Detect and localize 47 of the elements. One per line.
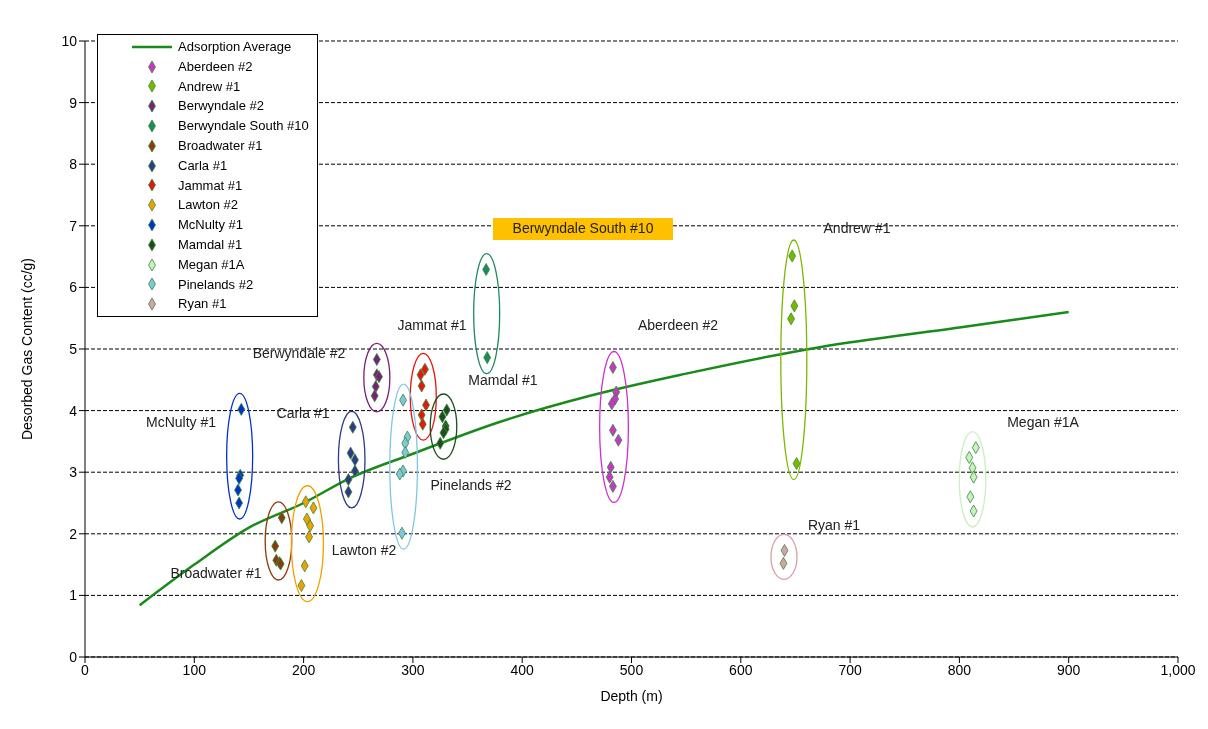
legend-label: Berwyndale #2 (178, 97, 264, 116)
annotation: Aberdeen #2 (637, 316, 719, 333)
x-tick-label: 300 (401, 661, 425, 678)
x-tick-label: 0 (81, 661, 90, 678)
y-axis-title: Desorbed Gas Content (cc/g) (18, 257, 35, 441)
y-tick-label: 3 (69, 464, 78, 481)
y-tick-label: 2 (69, 525, 78, 542)
legend-label: Andrew #1 (178, 77, 241, 96)
y-tick-label: 7 (69, 217, 78, 234)
y-tick-label: 1 (69, 587, 78, 604)
legend-label: Broadwater #1 (178, 137, 263, 155)
annotation: Ryan #1 (807, 516, 861, 533)
y-tick-label: 8 (69, 156, 78, 173)
legend-label: Pinelands #2 (178, 275, 254, 294)
legend-label: McNulty #1 (178, 216, 244, 235)
y-tick-label: 0 (69, 648, 78, 665)
annotation: McNulty #1 (145, 413, 217, 430)
legend-label: Ryan #1 (178, 295, 227, 314)
legend-label: Carla #1 (178, 156, 228, 175)
annotation: Jammat #1 (397, 316, 467, 333)
y-tick-label: 10 (61, 32, 78, 49)
x-axis-title: Depth (m) (600, 688, 663, 704)
x-tick-label: 800 (947, 661, 972, 678)
x-tick-label: 100 (182, 661, 207, 678)
x-tick-label: 400 (510, 661, 535, 678)
legend-label: Megan #1A (178, 255, 245, 274)
legend-label: Aberdeen #2 (178, 57, 253, 76)
y-tick-label: 5 (69, 340, 78, 357)
annotation: Mamdal #1 (468, 371, 538, 388)
y-tick-label: 9 (69, 94, 78, 111)
x-tick-label: 500 (619, 661, 644, 678)
x-tick-label: 200 (291, 661, 316, 678)
annotation: Berwyndale South #10 (512, 219, 654, 236)
x-tick-label: 900 (1057, 661, 1081, 678)
y-tick-label: 6 (69, 279, 78, 296)
annotation: Lawton #2 (331, 541, 397, 558)
annotation: Megan #1A (1007, 413, 1080, 430)
annotation: Pinelands #2 (430, 476, 512, 493)
x-tick-label: 700 (838, 661, 862, 678)
legend-label: Adsorption Average (178, 38, 292, 56)
legend-label: Mamdal #1 (178, 235, 243, 254)
legend-label: Berwyndale South #10 (178, 117, 309, 136)
y-tick-label: 4 (69, 402, 78, 419)
x-tick-label: 600 (729, 661, 753, 678)
x-tick-label: 1,000 (1160, 661, 1196, 678)
legend-label: Lawton #2 (178, 196, 238, 215)
legend-label: Jammat #1 (178, 176, 243, 195)
